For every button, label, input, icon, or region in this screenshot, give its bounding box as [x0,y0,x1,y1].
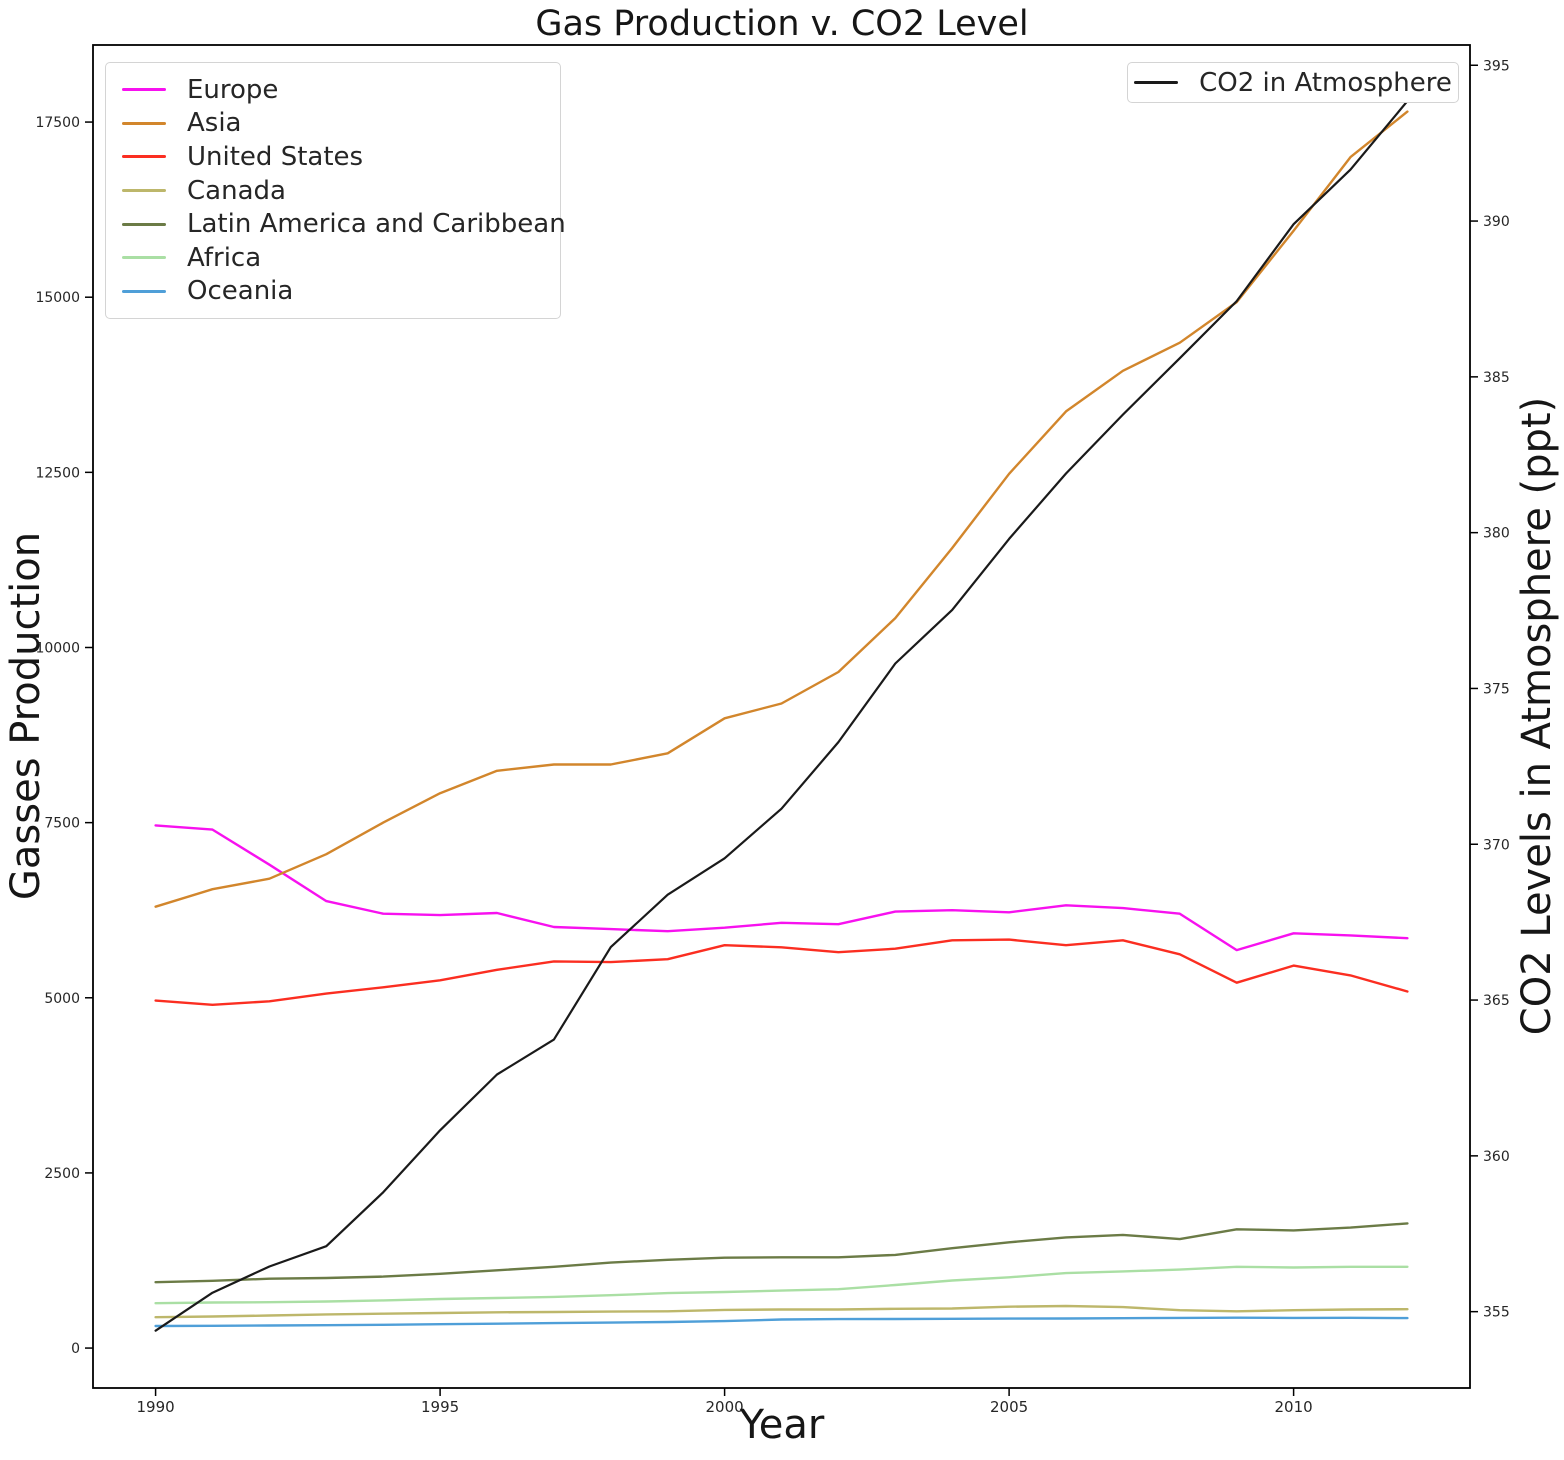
y-axis-label-right: CO2 Levels in Atmosphere (ppt) [1514,396,1560,1036]
legend-label: Latin America and Caribbean [187,209,566,240]
legend-swatch-latin-america-and-caribbean [122,222,166,226]
series-line-asia [154,110,1409,908]
x-tick-label: 1990 [136,1398,174,1416]
legend-label: CO2 in Atmosphere [1199,67,1452,98]
legend-item: Europe [122,73,544,107]
legend-co2: CO2 in Atmosphere [1127,62,1459,103]
legend-label: Canada [187,175,286,206]
y-left-tick-label: 2500 [44,1166,80,1182]
legend-swatch-co2-in-atmosphere [1134,81,1179,84]
x-tick-label: 1995 [421,1398,459,1416]
y-left-tick-label: 17500 [35,115,80,131]
legend-item: Latin America and Caribbean [122,207,566,241]
legend-label: Asia [187,108,242,139]
series-line-canada [154,1304,1409,1319]
legend-swatch-united-states [122,155,166,159]
chart-title: Gas Production v. CO2 Level [535,4,1029,44]
x-axis-label: Year [739,1402,825,1448]
plot-border [92,44,1471,1389]
y-right-tick-label: 360 [1483,1149,1510,1165]
x-tick-label: 2010 [1275,1398,1313,1416]
series-line-oceania [154,1316,1409,1328]
y-right-tick-label: 365 [1483,993,1510,1009]
legend-item: Oceania [122,274,544,308]
legend-series: Europe Asia United States Canada Latin Ameri… [105,62,566,319]
legend-item: Canada [122,174,544,208]
series-line-europe [154,824,1409,952]
y-left-tick-label: 15000 [35,290,80,306]
y-right-tick-label: 355 [1483,1305,1510,1321]
legend-swatch-africa [122,256,166,260]
legend-item: CO2 in Atmosphere [1134,65,1452,101]
legend-item: Africa [122,241,544,275]
legend-item: Asia [122,107,544,141]
x-tick-label: 2000 [706,1398,744,1416]
x-tick-label: 2005 [990,1398,1028,1416]
legend-label: Europe [187,74,279,105]
series-line-united-states [154,938,1409,1006]
legend-swatch-europe [122,88,166,92]
series-line-africa [154,1265,1409,1305]
legend-swatch-canada [122,189,166,192]
legend-label: Oceania [187,276,294,307]
y-right-tick-label: 390 [1483,214,1510,230]
y-axis-label-left: Gasses Production [3,531,49,901]
legend-swatch-asia [122,121,166,125]
y-left-tick-label: 12500 [35,465,80,481]
legend-item: United States [122,140,544,174]
y-left-tick-label: 5000 [44,991,80,1007]
y-right-tick-label: 380 [1483,526,1510,542]
y-right-tick-label: 385 [1483,370,1510,386]
y-right-tick-label: 395 [1483,58,1510,74]
y-right-tick-label: 375 [1483,681,1510,697]
y-left-tick-label: 10000 [35,640,80,656]
series-line-co2-in-atmosphere [154,99,1409,1332]
y-left-tick-label: 0 [71,1341,80,1357]
legend-label: United States [187,141,364,172]
legend-label: Africa [187,242,262,273]
y-left-tick-label: 7500 [44,816,80,832]
legend-swatch-oceania [122,289,166,293]
series-line-latin-america-and-caribbean [154,1222,1409,1284]
y-right-tick-label: 370 [1483,837,1510,853]
